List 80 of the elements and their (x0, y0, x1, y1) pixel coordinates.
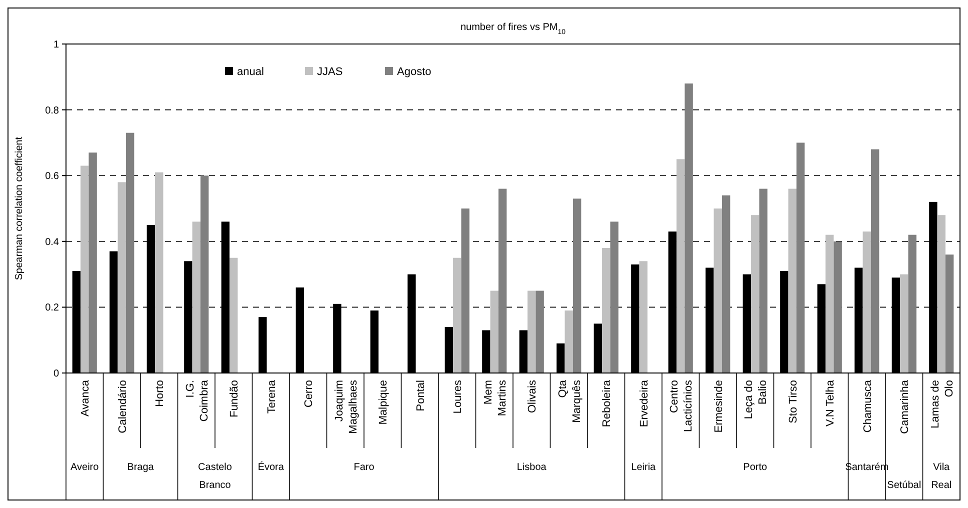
bar (722, 195, 730, 373)
text: Castelo Branco (198, 462, 232, 491)
x-tick-label: Pontal (414, 380, 427, 412)
x-tick-label: Terena (266, 379, 278, 414)
x-tick-label: Leça do Balio (743, 380, 770, 420)
bar (759, 188, 768, 373)
text: Aveiro (70, 462, 100, 473)
bar (602, 248, 610, 373)
bar (155, 172, 164, 373)
bar (230, 258, 238, 373)
x-tick-label: Reboleira (601, 379, 614, 428)
text: Porto (743, 462, 768, 473)
bar (900, 274, 908, 373)
y-tick-label: 0.2 (45, 302, 60, 314)
x-tick-label: Loures (452, 380, 464, 414)
x-tick-label: Ermesinde (712, 380, 725, 433)
x-tick-label: Camarinha (899, 379, 912, 434)
bar (564, 310, 573, 373)
legend-label: Agosto (397, 66, 432, 78)
x-tick-label: V.N Telha (824, 379, 837, 426)
bar (908, 234, 916, 373)
bar (498, 188, 507, 373)
bar (461, 208, 470, 373)
bar (453, 258, 462, 373)
bar (676, 159, 685, 373)
y-tick-label: 1 (53, 40, 60, 50)
bar (826, 234, 834, 373)
bar (937, 215, 946, 373)
bar (714, 208, 722, 373)
legend-label: anual (237, 66, 264, 78)
bar (788, 188, 796, 373)
bar (490, 290, 498, 373)
bar (192, 222, 200, 373)
chart-title: number of fires vs PM$_{10}$ (460, 22, 566, 36)
bar (610, 222, 618, 373)
x-tick-label: Calendário (116, 380, 129, 434)
x-tick-label: Mem Martins (482, 380, 508, 416)
x-tick-label: Qta Marquês (556, 379, 583, 423)
bar (684, 83, 693, 373)
bar (200, 176, 209, 373)
y-tick-label: 0 (53, 368, 60, 380)
y-tick-label: 0.4 (45, 236, 60, 248)
bar (751, 215, 760, 373)
bar (126, 132, 134, 373)
x-tick-label: Cerro (303, 380, 316, 408)
x-tick-label: Sto Tirso (787, 380, 800, 424)
y-tick-label: 0.6 (45, 171, 60, 182)
bar (945, 254, 954, 373)
bar (870, 149, 880, 373)
text: Vila Real (931, 462, 952, 491)
bar (834, 241, 842, 373)
x-tick-label: Malpique (378, 380, 390, 425)
bar (862, 232, 871, 373)
y-axis-title: Spearman correlation coefficient (14, 136, 25, 280)
x-tick-label: Joaquim Magalhaes (333, 380, 360, 434)
x-tick-label: Avanca (80, 379, 92, 416)
x-tick-label: Horto (154, 380, 166, 407)
text: Faro (354, 462, 375, 473)
text: Leiria (631, 462, 656, 473)
x-tick-label: Ervedeira (638, 379, 650, 428)
text: Lisboa (516, 462, 547, 473)
x-tick-label: Centro Lacticínios (668, 380, 695, 432)
bar (88, 152, 97, 373)
bar (528, 290, 536, 373)
bar (536, 290, 544, 373)
x-tick-label: Fundão (228, 380, 241, 418)
x-tick-label: Chamusca (862, 379, 874, 433)
bar (639, 261, 648, 373)
y-tick-label: 0.8 (45, 105, 60, 116)
legend-label: JJAS (317, 66, 343, 78)
x-tick-label: Lamas de Olo (929, 380, 956, 428)
bar (118, 182, 126, 373)
text: Braga (127, 462, 154, 473)
bar (796, 142, 805, 373)
bar (80, 166, 89, 373)
x-tick-label: I.G. Coimbra (184, 379, 210, 422)
text: Setúbal (887, 480, 922, 491)
text: Évora (258, 461, 284, 473)
bar (572, 198, 582, 373)
x-tick-label: Olivais (526, 380, 539, 414)
